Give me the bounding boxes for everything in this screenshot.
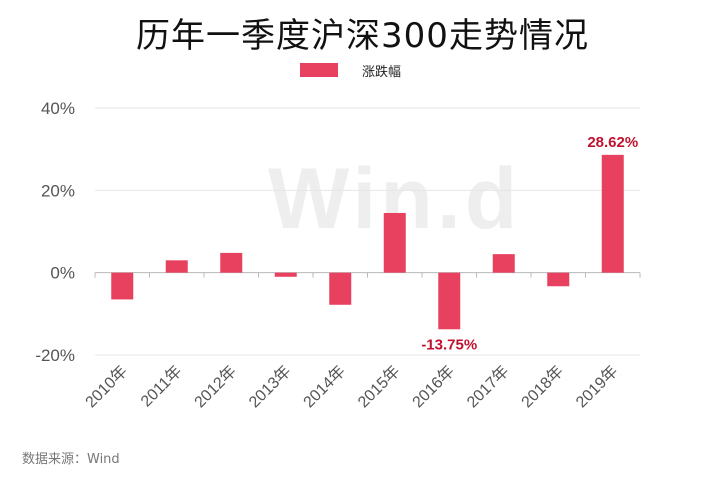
legend-label: 涨跌幅 [362,64,402,80]
y-tick-label: 40% [41,99,75,118]
x-tick-label: 2011年 [137,362,185,410]
bar [274,272,297,277]
bar [329,272,352,305]
x-tick-label: 2018年 [518,362,567,411]
x-tick-label: 2010年 [82,362,131,411]
x-tick-label: 2014年 [300,362,349,411]
x-tick-label: 2017年 [463,362,512,411]
bar [165,260,188,273]
bar [220,252,243,273]
bar [111,272,134,300]
y-tick-label: 0% [50,264,75,283]
legend-swatch [300,63,338,77]
data-label: 28.62% [587,134,638,151]
y-tick-label: -20% [35,346,75,365]
x-tick-label: 2012年 [191,362,240,411]
source-note: 数据来源：Wind [22,452,120,467]
x-tick-label: 2015年 [354,362,403,411]
data-label: -13.75% [421,336,477,353]
bar [547,272,570,287]
chart-title: 历年一季度沪深300走势情况 [136,16,589,56]
bar [438,272,461,330]
bar [601,154,624,273]
bar [383,212,406,273]
x-tick-label: 2019年 [572,362,621,411]
y-tick-label: 20% [41,181,75,200]
legend: 涨跌幅 [300,62,402,80]
x-tick-label: 2016年 [409,362,458,411]
bar [492,254,515,273]
x-tick-label: 2013年 [245,362,294,411]
